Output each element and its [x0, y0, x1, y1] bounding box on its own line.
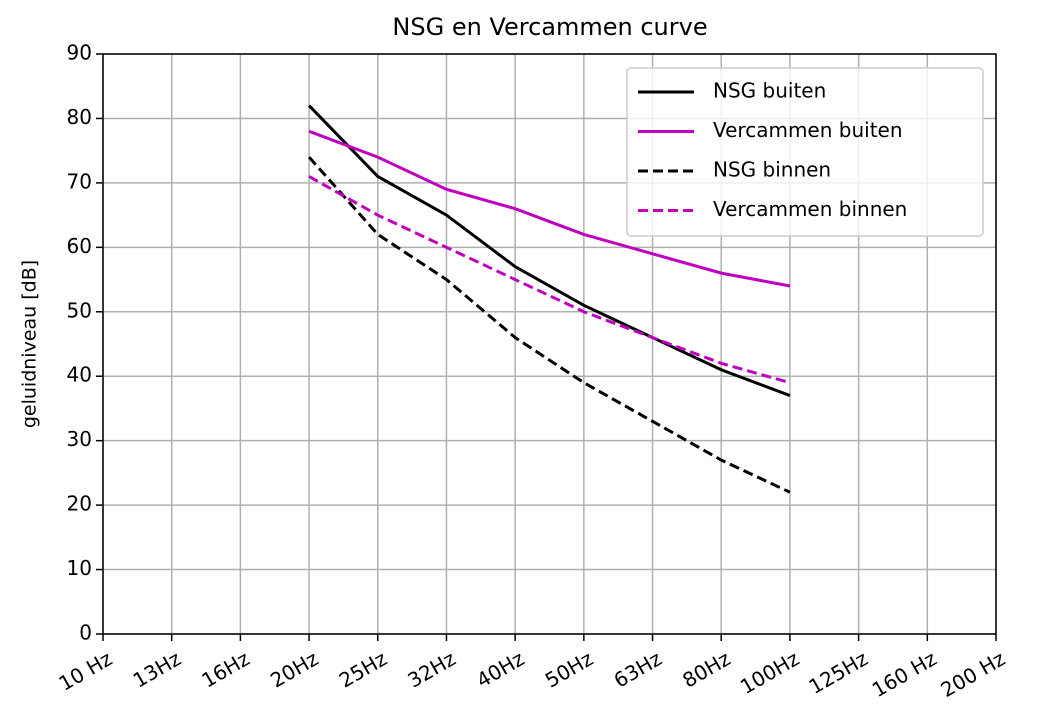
x-tick-label: 100Hz [736, 646, 803, 699]
x-tick-label: 40Hz [472, 646, 528, 692]
y-tick-label: 70 [67, 169, 92, 193]
y-tick-label: 30 [67, 427, 92, 451]
series-line [308, 175, 791, 385]
x-tick-label: 13Hz [129, 646, 185, 692]
x-tick-label: 125Hz [805, 646, 872, 699]
x-tick-label: 25Hz [335, 646, 391, 692]
series-line [307, 104, 791, 397]
legend-label: NSG binnen [713, 158, 831, 182]
series-line [308, 129, 791, 288]
y-tick-label: 80 [67, 105, 92, 129]
y-tick-label: 10 [67, 556, 92, 580]
legend-label: Vercammen binnen [713, 197, 907, 221]
y-tick-label: 0 [79, 621, 92, 645]
y-tick-label: 40 [67, 363, 92, 387]
x-tick-label: 50Hz [541, 646, 597, 692]
x-tick-label: 200 Hz [937, 646, 1010, 702]
x-tick-label: 16Hz [197, 646, 253, 692]
legend-box [626, 67, 984, 237]
chart-title: NSG en Vercammen curve [392, 13, 707, 41]
y-tick-label: 60 [67, 234, 92, 258]
y-axis-label: geluidniveau [dB] [19, 260, 41, 428]
y-tick-label: 90 [67, 41, 92, 65]
plot-frame [102, 53, 997, 635]
y-tick-label: 50 [67, 298, 92, 322]
legend-label: NSG buiten [713, 79, 826, 103]
x-tick-label: 32Hz [404, 646, 460, 692]
x-tick-label: 20Hz [266, 646, 322, 692]
x-tick-label: 63Hz [610, 646, 666, 692]
series-line [307, 156, 791, 494]
x-tick-label: 80Hz [678, 646, 734, 692]
x-tick-label: 10 Hz [55, 646, 117, 695]
legend-label: Vercammen buiten [713, 118, 903, 142]
y-tick-label: 20 [67, 492, 92, 516]
x-tick-label: 160 Hz [868, 646, 941, 702]
